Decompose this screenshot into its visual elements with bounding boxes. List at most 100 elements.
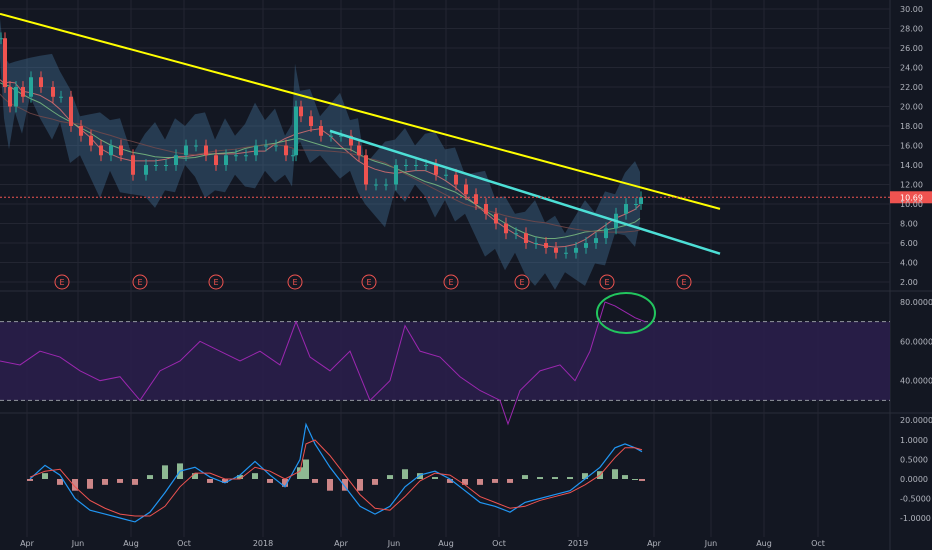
candle[interactable] <box>274 145 278 147</box>
candle[interactable] <box>504 223 508 234</box>
macd-histogram-bar <box>102 479 108 485</box>
candle[interactable] <box>224 155 228 165</box>
candle[interactable] <box>291 155 295 157</box>
trendline-cyan[interactable] <box>329 129 721 255</box>
candle[interactable] <box>574 247 578 253</box>
candle[interactable] <box>284 145 288 156</box>
candle[interactable] <box>204 145 208 156</box>
candle[interactable] <box>184 145 188 156</box>
earnings-marker[interactable] <box>676 274 692 290</box>
candle[interactable] <box>3 38 7 87</box>
earnings-marker[interactable] <box>599 274 615 290</box>
candle[interactable] <box>357 145 361 156</box>
candle[interactable] <box>329 135 333 137</box>
candle[interactable] <box>319 126 323 136</box>
candle[interactable] <box>404 165 408 166</box>
rsi-panel[interactable] <box>0 292 890 426</box>
price-panel[interactable]: 10.69 E E E E E E E E E <box>0 12 932 290</box>
candle[interactable] <box>364 155 368 185</box>
candle[interactable] <box>294 106 298 156</box>
candle[interactable] <box>29 77 33 97</box>
macd-line[interactable] <box>29 422 643 523</box>
candle[interactable] <box>144 165 148 175</box>
candle[interactable] <box>544 243 548 248</box>
candle[interactable] <box>534 243 538 244</box>
candle[interactable] <box>99 145 103 156</box>
earnings-marker[interactable] <box>132 274 148 290</box>
macd-tick-label: -1.0000 <box>900 514 931 523</box>
earnings-marker[interactable] <box>208 274 224 290</box>
candle[interactable] <box>514 233 518 235</box>
candle[interactable] <box>624 204 628 214</box>
candle[interactable] <box>634 204 638 205</box>
candle[interactable] <box>554 247 558 253</box>
candle[interactable] <box>494 213 498 224</box>
earnings-marker[interactable] <box>443 274 459 290</box>
signal-line[interactable] <box>29 439 643 517</box>
candle[interactable] <box>8 87 12 107</box>
candle[interactable] <box>194 145 198 147</box>
candle[interactable] <box>264 145 268 147</box>
price-tick-label: 26.00 <box>900 44 923 53</box>
candle[interactable] <box>131 155 135 175</box>
candle[interactable] <box>454 174 458 185</box>
macd-histogram-bar <box>522 475 528 479</box>
candle[interactable] <box>79 126 83 136</box>
candle[interactable] <box>584 243 588 248</box>
axes: Apr Jun Aug Oct 2018 Apr Jun Aug Oct 2019 Apr Jun Au… <box>20 5 932 548</box>
candle[interactable] <box>69 96 73 126</box>
candle[interactable] <box>309 116 313 126</box>
candle[interactable] <box>164 165 168 166</box>
x-tick-label: Apr <box>647 539 662 548</box>
candle[interactable] <box>564 252 568 254</box>
macd-histogram-bar <box>507 479 513 483</box>
earnings-marker[interactable] <box>514 274 530 290</box>
candle[interactable] <box>604 228 608 239</box>
candle[interactable] <box>414 165 418 166</box>
candle[interactable] <box>214 155 218 165</box>
candle[interactable] <box>424 165 428 166</box>
trendline-yellow[interactable] <box>0 12 721 210</box>
candle[interactable] <box>14 87 18 107</box>
macd-histogram-bar <box>147 475 153 479</box>
candle[interactable] <box>59 96 63 98</box>
candle[interactable] <box>474 194 478 204</box>
candle[interactable] <box>434 165 438 175</box>
candle[interactable] <box>639 197 643 204</box>
candle[interactable] <box>109 145 113 156</box>
candle[interactable] <box>0 38 3 40</box>
candle[interactable] <box>299 106 303 117</box>
candle[interactable] <box>21 87 25 97</box>
candle[interactable] <box>394 165 398 185</box>
candle[interactable] <box>349 135 353 146</box>
rsi-line[interactable] <box>0 301 646 426</box>
candle[interactable] <box>484 204 488 214</box>
candle[interactable] <box>89 135 93 146</box>
candle[interactable] <box>384 184 388 186</box>
macd-tick-label: -0.5000 <box>900 495 931 504</box>
candle[interactable] <box>594 238 598 243</box>
earnings-marker[interactable] <box>361 274 377 290</box>
macd-histogram-bar <box>622 475 628 479</box>
price-tick-label: 16.00 <box>900 142 923 151</box>
annotation-circle[interactable] <box>596 292 656 334</box>
price-tick-label: 28.00 <box>900 25 923 34</box>
candle[interactable] <box>39 77 43 87</box>
candle[interactable] <box>174 155 178 165</box>
candle[interactable] <box>374 184 378 186</box>
candle[interactable] <box>51 87 55 97</box>
macd-tick-label: 1.0000 <box>900 436 928 445</box>
candle[interactable] <box>119 145 123 156</box>
candle[interactable] <box>254 145 258 156</box>
candle[interactable] <box>339 135 343 137</box>
candle[interactable] <box>464 184 468 195</box>
candle[interactable] <box>244 155 248 157</box>
macd-panel[interactable] <box>27 422 645 523</box>
candle[interactable] <box>444 174 448 176</box>
candle[interactable] <box>234 155 238 157</box>
earnings-marker[interactable] <box>54 274 70 290</box>
candle[interactable] <box>524 233 528 243</box>
earnings-marker[interactable] <box>287 274 303 290</box>
candle[interactable] <box>154 165 158 166</box>
